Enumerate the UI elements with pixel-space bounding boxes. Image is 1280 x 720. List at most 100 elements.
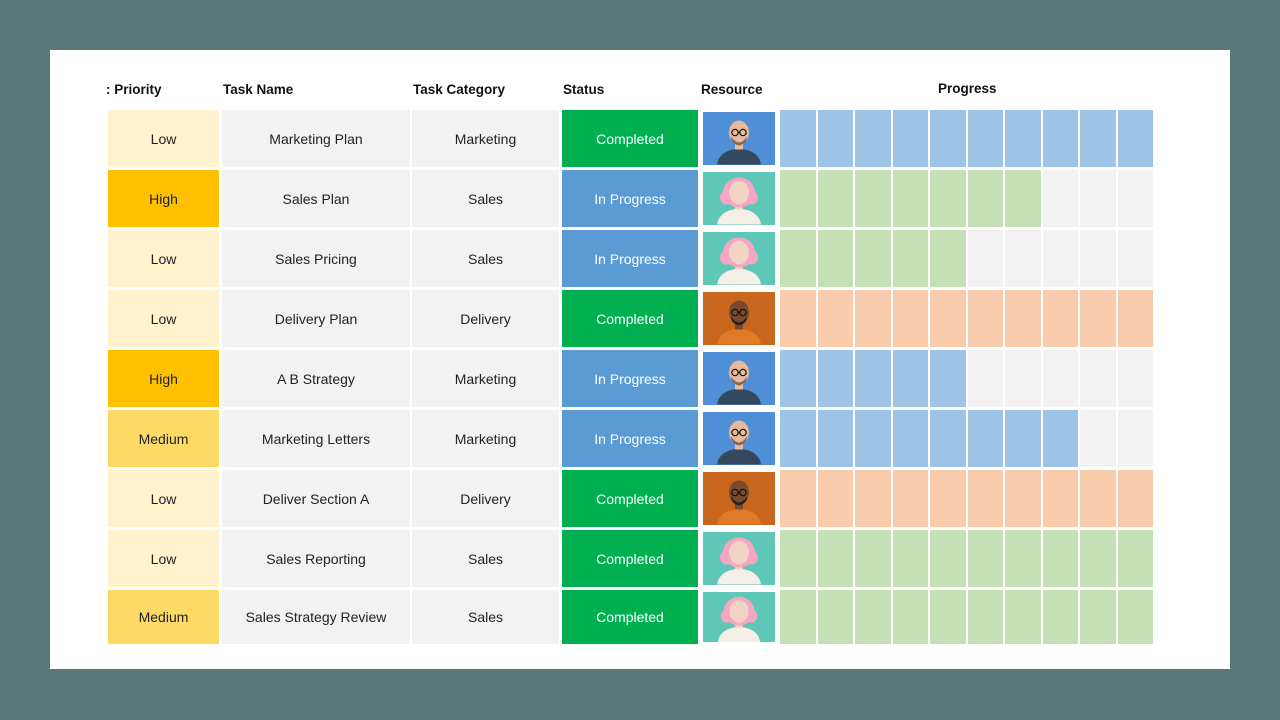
progress-segment-filled <box>967 410 1003 467</box>
priority-cell: Medium <box>108 410 219 467</box>
progress-segment-empty <box>1080 410 1116 467</box>
task-category-cell: Delivery <box>412 290 559 347</box>
progress-segment-filled <box>930 230 966 287</box>
task-category-cell: Marketing <box>412 410 559 467</box>
progress-segment-filled <box>855 230 891 287</box>
progress-segment-filled <box>1005 470 1041 527</box>
woman-pink-hair-avatar-icon <box>703 232 775 285</box>
header-task-name: Task Name <box>223 82 294 97</box>
status-badge: In Progress <box>562 410 698 467</box>
progress-segment-filled <box>892 590 928 644</box>
status-badge: Completed <box>562 290 698 347</box>
progress-segment-filled <box>780 350 816 407</box>
progress-segment-filled <box>780 110 816 167</box>
task-name-cell: Deliver Section A <box>222 470 410 527</box>
progress-segment-filled <box>892 410 928 467</box>
progress-segment-filled <box>855 470 891 527</box>
task-category-cell: Delivery <box>412 470 559 527</box>
progress-segment-filled <box>780 290 816 347</box>
progress-segment-filled <box>1005 170 1041 227</box>
progress-segment-filled <box>780 170 816 227</box>
progress-segment-filled <box>1117 530 1153 587</box>
progress-segment-filled <box>967 590 1003 644</box>
progress-segment-filled <box>780 410 816 467</box>
progress-segment-filled <box>817 230 853 287</box>
progress-segment-filled <box>1042 470 1078 527</box>
progress-segment-filled <box>817 110 853 167</box>
priority-cell: Low <box>108 110 219 167</box>
progress-segment-filled <box>855 170 891 227</box>
header-status: Status <box>563 82 605 97</box>
status-badge: Completed <box>562 590 698 644</box>
progress-segment-filled <box>817 410 853 467</box>
progress-segment-filled <box>930 410 966 467</box>
progress-segment-filled <box>967 170 1003 227</box>
progress-segment-filled <box>817 350 853 407</box>
progress-segment-filled <box>1005 290 1041 347</box>
man-with-beard-avatar-icon <box>703 472 775 525</box>
progress-segment-filled <box>930 170 966 227</box>
status-badge: In Progress <box>562 350 698 407</box>
woman-pink-hair-avatar-icon <box>703 172 775 225</box>
progress-segment-filled <box>1005 110 1041 167</box>
progress-segment-empty <box>1117 410 1153 467</box>
progress-segment-filled <box>1117 290 1153 347</box>
task-name-cell: Delivery Plan <box>222 290 410 347</box>
task-category-cell: Marketing <box>412 350 559 407</box>
task-name-cell: Sales Pricing <box>222 230 410 287</box>
task-category-cell: Sales <box>412 230 559 287</box>
progress-segment-filled <box>1080 110 1116 167</box>
task-tracker-sheet: : Priority Task Name Task Category Statu… <box>50 50 1230 669</box>
progress-segment-filled <box>1005 530 1041 587</box>
task-name-cell: Marketing Plan <box>222 110 410 167</box>
woman-pink-hair-avatar-icon <box>703 592 775 642</box>
progress-segment-filled <box>855 110 891 167</box>
progress-segment-filled <box>780 590 816 644</box>
progress-segment-filled <box>892 470 928 527</box>
progress-segment-empty <box>1005 350 1041 407</box>
progress-segment-filled <box>1042 110 1078 167</box>
task-name-cell: Sales Plan <box>222 170 410 227</box>
progress-segment-filled <box>892 230 928 287</box>
progress-segment-empty <box>1042 170 1078 227</box>
man-with-glasses-avatar-icon <box>703 352 775 405</box>
header-resource: Resource <box>701 82 763 97</box>
progress-segment-empty <box>1005 230 1041 287</box>
progress-segment-empty <box>1080 170 1116 227</box>
progress-segment-filled <box>780 470 816 527</box>
progress-segment-filled <box>930 590 966 644</box>
progress-segment-filled <box>1117 590 1153 644</box>
priority-cell: Medium <box>108 590 219 644</box>
progress-segment-filled <box>1042 530 1078 587</box>
progress-segment-filled <box>817 170 853 227</box>
progress-segment-filled <box>1117 470 1153 527</box>
status-badge: In Progress <box>562 230 698 287</box>
progress-segment-filled <box>1042 410 1078 467</box>
header-task-category: Task Category <box>413 82 506 97</box>
progress-segment-filled <box>1005 590 1041 644</box>
progress-segment-filled <box>930 110 966 167</box>
priority-cell: Low <box>108 530 219 587</box>
progress-segment-filled <box>817 470 853 527</box>
progress-segment-filled <box>817 590 853 644</box>
task-category-cell: Sales <box>412 170 559 227</box>
status-badge: Completed <box>562 530 698 587</box>
progress-segment-filled <box>892 530 928 587</box>
progress-segment-filled <box>817 290 853 347</box>
progress-segment-empty <box>1117 170 1153 227</box>
priority-cell: Low <box>108 290 219 347</box>
progress-segment-empty <box>1117 230 1153 287</box>
task-name-cell: Sales Strategy Review <box>222 590 410 644</box>
progress-segment-filled <box>892 110 928 167</box>
progress-segment-filled <box>1042 590 1078 644</box>
status-badge: Completed <box>562 470 698 527</box>
man-with-glasses-avatar-icon <box>703 412 775 465</box>
progress-segment-empty <box>1117 350 1153 407</box>
progress-segment-empty <box>1042 230 1078 287</box>
priority-cell: High <box>108 350 219 407</box>
progress-segment-filled <box>967 530 1003 587</box>
progress-segment-empty <box>967 230 1003 287</box>
task-category-cell: Sales <box>412 530 559 587</box>
progress-segment-filled <box>930 530 966 587</box>
priority-cell: Low <box>108 230 219 287</box>
